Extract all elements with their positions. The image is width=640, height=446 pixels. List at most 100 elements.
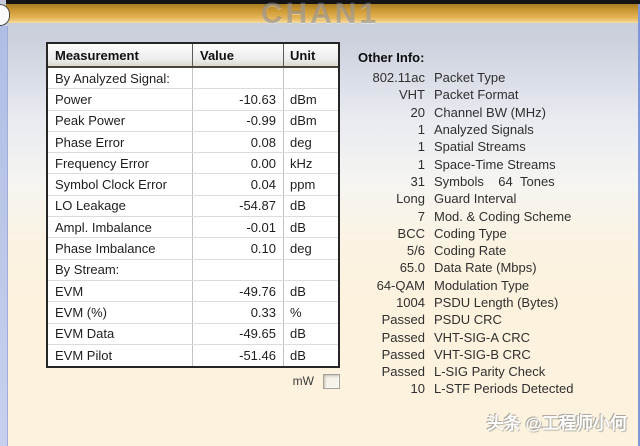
other-info-label: Coding Rate bbox=[434, 243, 507, 259]
table-row: Peak Power -0.99 dBm bbox=[48, 110, 338, 132]
table-cell-measurement: Phase Imbalance bbox=[55, 241, 156, 257]
other-info-value: 64-QAM bbox=[376, 277, 425, 293]
table-cell-unit: dB bbox=[283, 217, 334, 238]
table-row: EVM Data -49.65 dB bbox=[48, 323, 338, 345]
other-info-value: Passed bbox=[381, 364, 425, 380]
table-row: By Analyzed Signal: bbox=[48, 68, 338, 90]
table-row: Phase Imbalance 0.10 deg bbox=[48, 238, 338, 260]
table-cell-unit bbox=[283, 259, 334, 280]
other-info-row: 10 L-STF Periods Detected bbox=[358, 380, 574, 397]
other-info-value: Passed bbox=[381, 346, 425, 362]
table-cell-measurement: EVM Data bbox=[55, 326, 115, 342]
table-cell-value: 0.33 bbox=[192, 302, 283, 323]
other-info-label: VHT-SIG-A CRC bbox=[434, 329, 531, 345]
column-header-unit: Unit bbox=[283, 44, 334, 66]
other-info-label: VHT-SIG-B CRC bbox=[434, 346, 531, 362]
table-cell-value: -10.63 bbox=[192, 89, 283, 110]
other-info-row: 5/6 Coding Rate bbox=[358, 242, 573, 259]
table-cell-measurement: By Stream: bbox=[55, 262, 120, 278]
table-row: EVM -49.76 dB bbox=[48, 280, 338, 303]
table-cell-value: 0.00 bbox=[192, 153, 283, 174]
other-info-label: Analyzed Signals bbox=[434, 122, 534, 138]
other-info-row: 1 Space-Time Streams bbox=[358, 155, 573, 172]
table-cell-measurement: Phase Error bbox=[55, 134, 125, 150]
table-cell-measurement: EVM (%) bbox=[55, 304, 107, 320]
table-cell-measurement: Frequency Error bbox=[55, 155, 149, 171]
other-info-row: 31 Symbols 64 Tones bbox=[358, 173, 573, 190]
other-info-row: 7 Mod. & Coding Scheme bbox=[358, 207, 573, 224]
table-cell-unit: dB bbox=[283, 280, 334, 302]
watermark-text: 头条 @工程师小何 bbox=[486, 414, 627, 433]
table-cell-unit: deg bbox=[283, 238, 334, 259]
other-info-value: 7 bbox=[417, 208, 425, 224]
table-cell-unit: dBm bbox=[283, 89, 334, 110]
other-info-label: Coding Type bbox=[434, 225, 507, 241]
table-cell-unit: % bbox=[283, 302, 334, 323]
other-info-row: Passed VHT-SIG-A CRC bbox=[358, 328, 573, 345]
other-info-value: 10 bbox=[410, 381, 425, 397]
table-cell-value: 0.08 bbox=[192, 131, 283, 153]
table-cell-unit: dB bbox=[283, 344, 334, 367]
right-window-border bbox=[638, 4, 640, 446]
other-info-label: Channel BW (MHz) bbox=[434, 104, 546, 120]
other-info-label: Packet Format bbox=[434, 87, 519, 103]
channel-title: CHAN1 bbox=[260, 0, 380, 30]
other-info-label: PSDU CRC bbox=[434, 312, 502, 328]
table-cell-value: -49.65 bbox=[192, 323, 283, 344]
table-cell-unit: kHz bbox=[283, 153, 334, 174]
measurement-table-body: By Analyzed Signal: Power -10.63 dBm Peak Po… bbox=[48, 68, 338, 367]
other-info-value: Passed bbox=[381, 329, 425, 345]
other-info-label: Spatial Streams bbox=[434, 139, 526, 155]
column-header-measurement: Measurement bbox=[55, 47, 139, 63]
measurement-table: Measurement Value Unit By Analyzed Signa… bbox=[46, 42, 340, 369]
table-row: EVM Pilot -51.46 dB bbox=[48, 344, 338, 367]
other-info-label: Modulation Type bbox=[434, 277, 530, 293]
other-info-label: Mod. & Coding Scheme bbox=[434, 208, 572, 224]
table-row: Symbol Clock Error 0.04 ppm bbox=[48, 174, 338, 196]
table-cell-value bbox=[192, 259, 283, 280]
table-row: Power -10.63 dBm bbox=[48, 89, 338, 111]
table-cell-value: -0.99 bbox=[192, 110, 283, 131]
table-cell-unit: deg bbox=[283, 131, 334, 153]
other-info-label: Data Rate (Mbps) bbox=[434, 260, 537, 276]
window-top-edge bbox=[6, 0, 640, 4]
other-info-row: 65.0 Data Rate (Mbps) bbox=[358, 259, 573, 276]
other-info-label: L-STF Periods Detected bbox=[434, 381, 574, 397]
other-info-row: 1004 PSDU Length (Bytes) bbox=[358, 294, 573, 311]
table-cell-value: -49.76 bbox=[192, 280, 283, 302]
table-cell-measurement: Symbol Clock Error bbox=[55, 177, 167, 193]
other-info-value: 1 bbox=[417, 122, 425, 138]
table-cell-value: -54.87 bbox=[192, 195, 283, 217]
other-info-value: 1 bbox=[417, 139, 425, 155]
other-info-row: Long Guard Interval bbox=[358, 190, 573, 207]
table-cell-value: -0.01 bbox=[192, 217, 283, 238]
other-info-row: Passed L-SIG Parity Check bbox=[358, 363, 573, 380]
other-info-value: 65.0 bbox=[399, 260, 425, 276]
other-info-row: 802.11ac Packet Type bbox=[358, 69, 573, 86]
other-info-title: Other Info: bbox=[358, 50, 425, 65]
other-info-label: Packet Type bbox=[434, 70, 506, 86]
other-info-row: BCC Coding Type bbox=[358, 225, 573, 242]
table-cell-measurement: Ampl. Imbalance bbox=[55, 219, 152, 235]
table-cell-unit: dB bbox=[283, 323, 334, 344]
table-row: Phase Error 0.08 deg bbox=[48, 131, 338, 154]
mw-checkbox[interactable] bbox=[323, 373, 340, 389]
other-info-value: Passed bbox=[381, 312, 425, 328]
table-cell-measurement: LO Leakage bbox=[55, 198, 126, 214]
other-info-label: PSDU Length (Bytes) bbox=[434, 295, 559, 310]
other-info-value: VHT bbox=[399, 87, 425, 103]
other-info-value: 20 bbox=[410, 104, 425, 120]
table-row: By Stream: bbox=[48, 259, 338, 281]
table-cell-value: -51.46 bbox=[192, 344, 283, 367]
other-info-panel: Other Info: 802.11ac Packet Type VHT Packet… bbox=[358, 50, 573, 398]
table-cell-unit bbox=[283, 68, 334, 89]
other-info-row: Passed VHT-SIG-B CRC bbox=[358, 346, 573, 363]
table-cell-measurement: By Analyzed Signal: bbox=[55, 70, 170, 86]
table-cell-unit: ppm bbox=[283, 174, 334, 195]
measurement-table-header: Measurement Value Unit bbox=[48, 44, 338, 68]
other-info-row: Passed PSDU CRC bbox=[358, 311, 573, 328]
other-info-value: 802.11ac bbox=[372, 70, 425, 86]
other-info-row: 20 Channel BW (MHz) bbox=[358, 104, 573, 121]
other-info-label: Guard Interval bbox=[434, 191, 517, 207]
table-row: Ampl. Imbalance -0.01 dB bbox=[48, 217, 338, 239]
